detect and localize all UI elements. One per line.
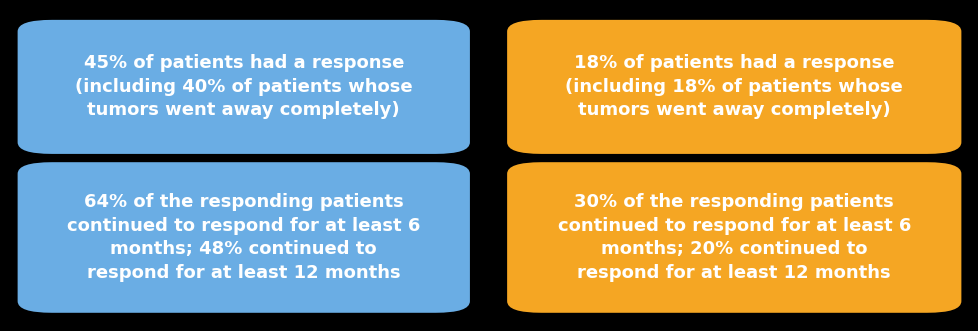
Text: 30% of the responding patients
continued to respond for at least 6
months; 20% c: 30% of the responding patients continued… bbox=[557, 193, 910, 282]
FancyBboxPatch shape bbox=[507, 20, 960, 154]
Text: 64% of the responding patients
continued to respond for at least 6
months; 48% c: 64% of the responding patients continued… bbox=[67, 193, 420, 282]
FancyBboxPatch shape bbox=[18, 162, 469, 313]
Text: 45% of patients had a response
(including 40% of patients whose
tumors went away: 45% of patients had a response (includin… bbox=[75, 54, 412, 119]
FancyBboxPatch shape bbox=[18, 20, 469, 154]
FancyBboxPatch shape bbox=[507, 162, 960, 313]
Text: 18% of patients had a response
(including 18% of patients whose
tumors went away: 18% of patients had a response (includin… bbox=[565, 54, 902, 119]
